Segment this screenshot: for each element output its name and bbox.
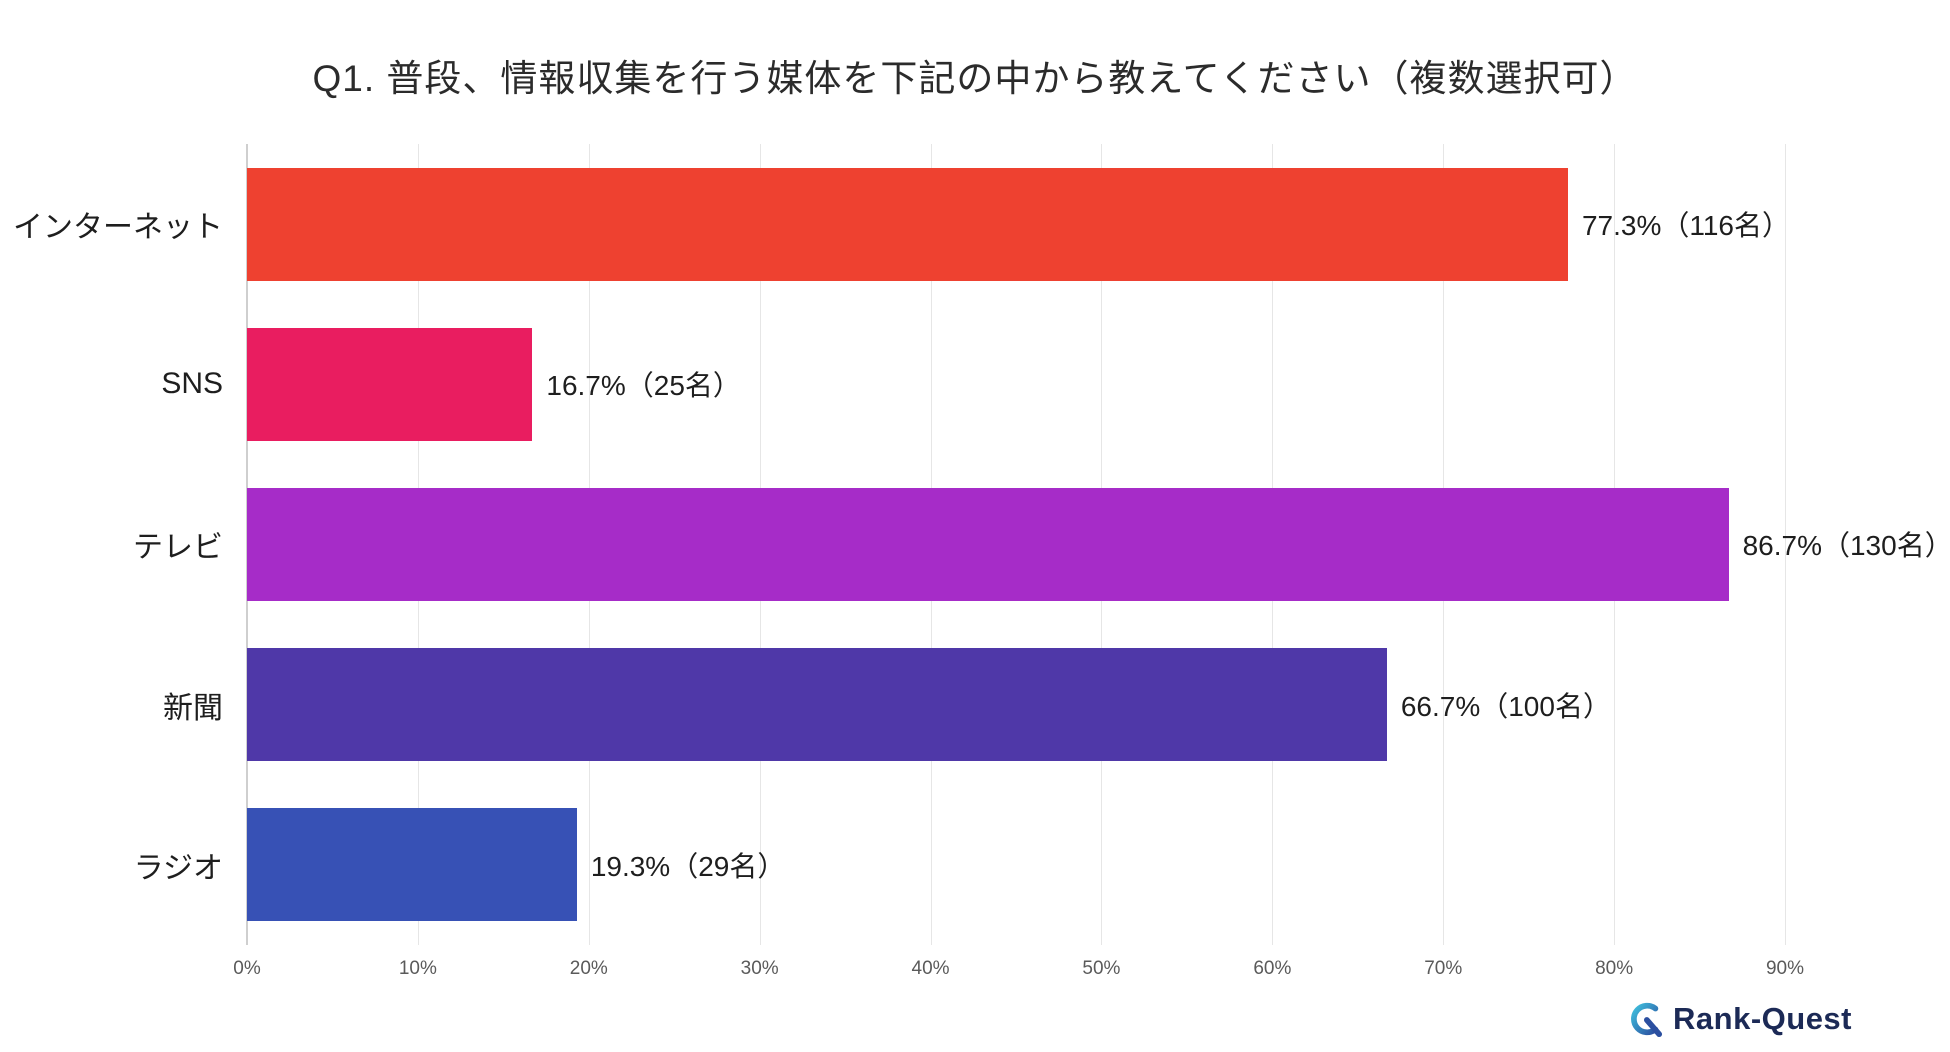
x-tick-label: 80% [1595, 958, 1634, 979]
gridline [1785, 144, 1786, 945]
category-label-tv: テレビ [133, 531, 223, 565]
x-tick-label: 90% [1765, 958, 1805, 979]
rank-quest-logo-icon [1631, 1002, 1663, 1038]
value-label-newspaper: 66.7%（100名） [1400, 690, 1611, 722]
value-label-sns: 16.7%（25名） [546, 370, 741, 402]
x-tick-label: 30% [740, 958, 779, 979]
chart-title: Q1. 普段、情報収集を行う媒体を下記の中から教えてください（複数選択可） [312, 58, 1638, 99]
category-label-sns: SNS [161, 367, 223, 401]
bar-tv [247, 487, 1729, 601]
x-tick-label: 50% [1082, 958, 1121, 979]
bar-row-sns: SNS 16.7%（25名） [161, 304, 1785, 464]
bar-row-internet: インターネット 77.3%（116名） [13, 144, 1790, 304]
bar-row-tv: テレビ 86.7%（130名） [133, 464, 1950, 624]
bar-sns [247, 327, 533, 441]
rank-quest-logo-text: Rank-Quest [1673, 1001, 1852, 1036]
rank-quest-logo: Rank-Quest [1625, 1000, 1852, 1038]
x-tick-label: 10% [398, 958, 437, 979]
bar-row-radio: ラジオ 19.3%（29名） [134, 785, 1785, 945]
bar-track: 16.7%（25名） [247, 327, 1785, 441]
bar-rows: インターネット 77.3%（116名） SNS 16.7%（25名） テレビ 8… [13, 144, 1950, 945]
bar-track: 77.3%（116名） [247, 167, 1790, 281]
plot-area: インターネット 77.3%（116名） SNS 16.7%（25名） テレビ 8… [13, 144, 1950, 945]
value-label-radio: 19.3%（29名） [590, 850, 786, 882]
bar-track: 86.7%（130名） [247, 487, 1950, 601]
x-tick-label: 60% [1253, 958, 1292, 979]
value-label-tv: 86.7%（130名） [1742, 530, 1950, 562]
x-tick-label: 0% [233, 958, 261, 979]
bar-track: 66.7%（100名） [247, 648, 1785, 762]
bar-newspaper [247, 648, 1387, 762]
x-tick-label: 40% [911, 958, 950, 979]
category-label-newspaper: 新聞 [163, 691, 223, 725]
bar-track: 19.3%（29名） [247, 808, 1785, 922]
bar-radio [247, 808, 577, 922]
value-label-internet: 77.3%（116名） [1581, 210, 1791, 242]
category-label-radio: ラジオ [133, 851, 223, 885]
category-label-internet: インターネット [13, 211, 223, 245]
x-axis: 0% 10% 20% 30% 40% 50% 60% 70% 80% 90% [233, 958, 1804, 988]
bar-row-newspaper: 新聞 66.7%（100名） [163, 625, 1785, 785]
bar-internet [247, 167, 1568, 281]
x-tick-label: 20% [569, 958, 608, 979]
x-tick-label: 70% [1424, 958, 1463, 979]
